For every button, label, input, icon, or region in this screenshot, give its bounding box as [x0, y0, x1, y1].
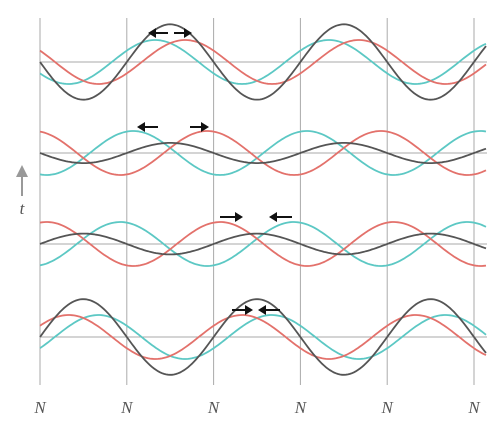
- node-label: N: [381, 398, 395, 417]
- node-label: N: [294, 398, 308, 417]
- node-label: N: [33, 398, 47, 417]
- node-label: N: [467, 398, 481, 417]
- wave-sum: [39, 298, 487, 376]
- wave-sum: [39, 23, 487, 101]
- node-label: N: [207, 398, 221, 417]
- arrow-head: [235, 212, 243, 222]
- wave-left: [39, 314, 487, 360]
- wave-sum: [39, 141, 487, 165]
- arrow-head: [184, 28, 192, 38]
- arrow-head: [137, 122, 145, 132]
- waves: [39, 23, 487, 376]
- wave-left: [39, 130, 487, 176]
- wave-sum: [39, 232, 487, 256]
- arrow-head: [245, 305, 253, 315]
- time-arrow: t: [16, 165, 28, 218]
- wave-right: [39, 39, 487, 85]
- arrow-head: [269, 212, 277, 222]
- time-arrow-head: [16, 165, 28, 177]
- node-label: N: [120, 398, 134, 417]
- grid: [39, 18, 487, 385]
- wave-left: [39, 39, 487, 85]
- wave-right: [39, 221, 487, 267]
- time-label: t: [20, 199, 26, 218]
- arrow-head: [148, 28, 156, 38]
- wave-right: [39, 314, 487, 360]
- direction-arrows: [137, 28, 292, 315]
- arrow-head: [201, 122, 209, 132]
- arrow-head: [258, 305, 266, 315]
